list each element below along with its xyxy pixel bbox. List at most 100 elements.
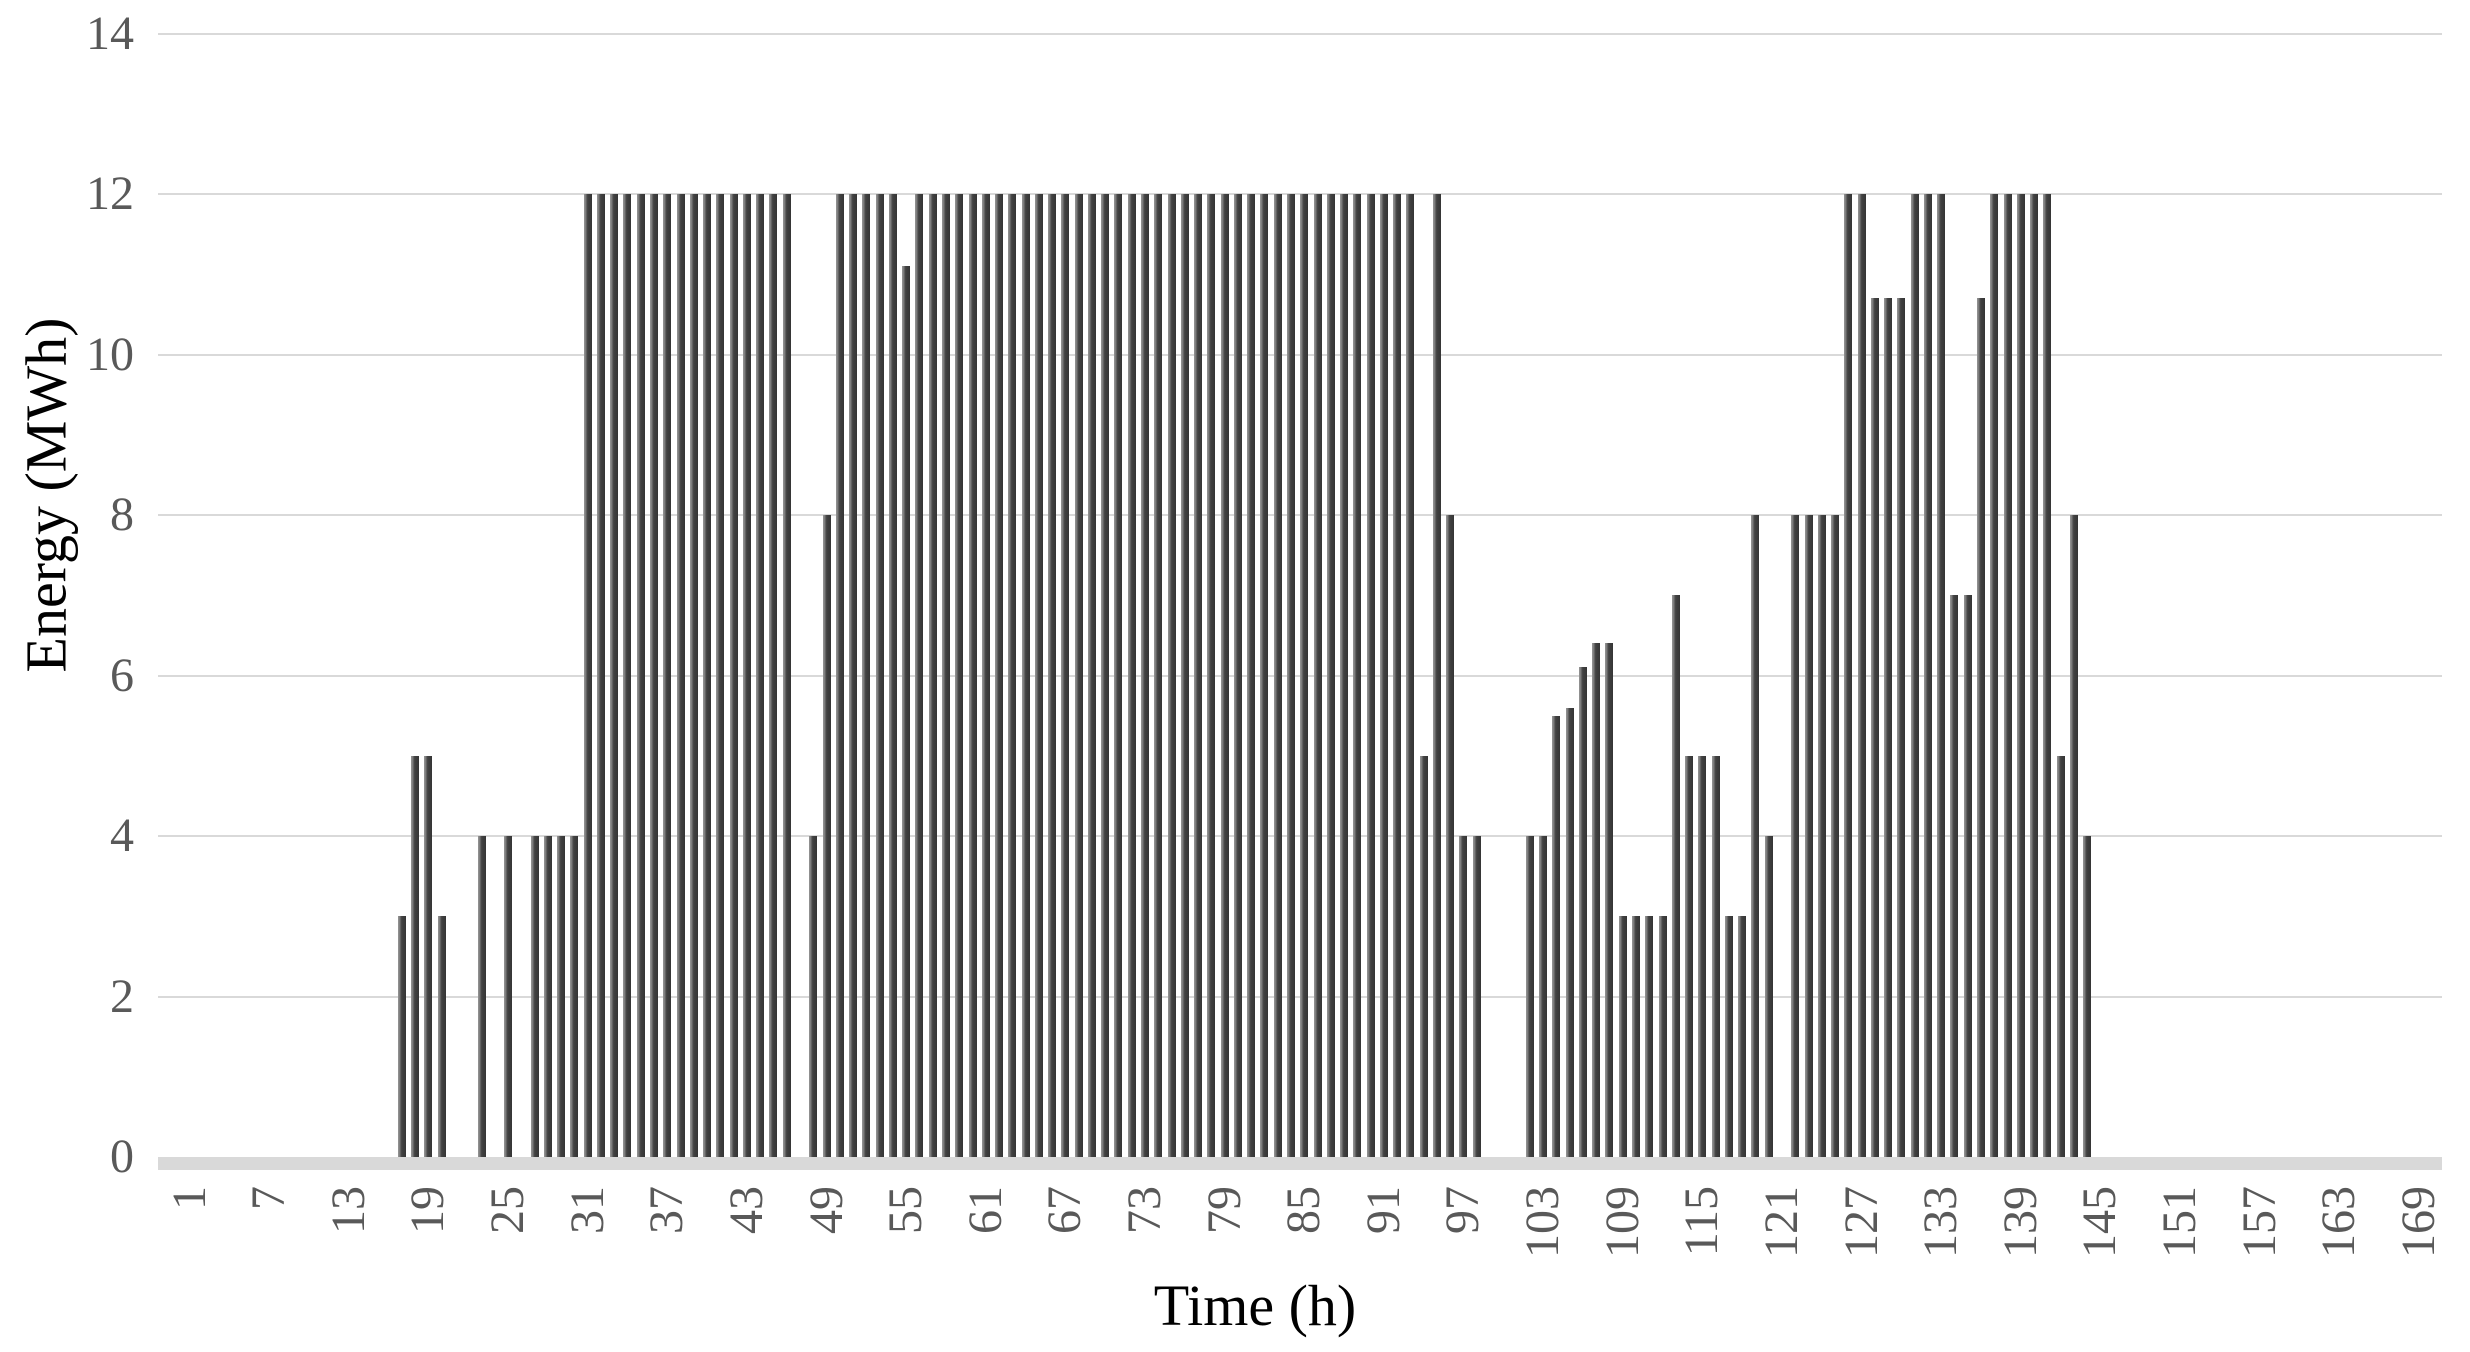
bar-hour-102 [1525,836,1534,1157]
bar-hour-27 [530,836,539,1157]
bar-hour-87 [1326,194,1335,1157]
gridline-y-6 [158,674,2442,677]
bar-hour-68 [1074,194,1083,1157]
bar-hour-131 [1910,194,1919,1157]
bar-hour-56 [915,194,924,1157]
bar-hour-138 [2003,194,2012,1157]
gridline-y-10 [158,353,2442,356]
bar-hour-122 [1791,515,1800,1157]
y-tick-label: 12 [86,167,134,220]
bar-hour-103 [1539,836,1548,1157]
bar-hour-43 [742,194,751,1157]
bar-hour-45 [769,194,778,1157]
bar-hour-19 [424,755,433,1157]
bar-hour-50 [835,194,844,1157]
bar-hour-33 [610,194,619,1157]
bar-hour-66 [1048,194,1057,1157]
bar-hour-61 [981,194,990,1157]
bar-hour-137 [1990,194,1999,1157]
x-axis-title: Time (h) [1153,1273,1357,1338]
x-tick-label: 103 [1516,1186,1570,1258]
bar-hour-52 [862,194,871,1157]
bar-hour-59 [955,194,964,1157]
bar-hour-38 [676,194,685,1157]
bar-hour-125 [1831,515,1840,1157]
bar-hour-111 [1645,916,1654,1157]
bar-hour-28 [543,836,552,1157]
bar-hour-29 [557,836,566,1157]
bar-hour-94 [1419,755,1428,1157]
bar-hour-136 [1977,298,1986,1157]
gridline-y-2 [158,995,2442,998]
bar-hour-70 [1101,194,1110,1157]
x-tick-label: 97 [1436,1186,1490,1234]
x-tick-label: 91 [1356,1186,1410,1234]
bar-hour-140 [2030,194,2039,1157]
bar-hour-83 [1273,194,1282,1157]
bar-hour-110 [1632,916,1640,1157]
bar-hour-79 [1220,194,1229,1157]
bar-hour-117 [1724,916,1733,1157]
bar-hour-82 [1260,194,1269,1157]
x-tick-label: 127 [1834,1186,1888,1258]
x-tick-label: 139 [1993,1186,2047,1258]
bar-hour-134 [1950,595,1959,1157]
x-tick-label: 121 [1754,1186,1808,1258]
x-tick-label: 31 [560,1186,614,1234]
bar-hour-69 [1087,194,1096,1157]
y-tick-label: 10 [86,327,134,381]
bar-hour-118 [1738,916,1747,1157]
bar-hour-105 [1565,707,1574,1157]
bar-hour-60 [968,194,977,1157]
bar-hour-48 [809,836,818,1157]
x-axis-line [158,1157,2442,1170]
bar-hour-36 [650,194,659,1157]
bar-hour-71 [1114,194,1123,1157]
bar-hour-142 [2056,755,2065,1157]
y-tick-label: 2 [110,969,134,1023]
y-tick-label: 6 [110,648,134,702]
bar-hour-128 [1870,298,1879,1157]
x-tick-label: 151 [2153,1186,2207,1258]
x-tick-label: 109 [1595,1186,1649,1258]
bar-hour-107 [1592,643,1601,1157]
bar-hour-57 [928,194,937,1157]
x-tick-label: 85 [1277,1186,1331,1234]
y-tick-label: 8 [110,488,134,541]
x-tick-label: 43 [719,1186,773,1234]
bar-hour-126 [1844,194,1853,1157]
bar-hour-97 [1459,836,1468,1157]
bar-hour-90 [1366,194,1375,1157]
bar-hour-53 [875,194,884,1157]
bar-hour-78 [1207,194,1216,1157]
bar-hour-123 [1804,515,1813,1157]
bar-hour-95 [1432,194,1441,1157]
x-tick-label: 133 [1914,1186,1968,1258]
bar-hour-129 [1884,298,1893,1157]
bar-hour-64 [1021,194,1030,1157]
bar-hour-114 [1685,755,1694,1157]
bar-hour-34 [623,194,632,1157]
bar-hour-135 [1963,595,1972,1157]
bar-hour-77 [1194,194,1203,1157]
bar-hour-104 [1552,715,1561,1157]
bar-hour-67 [1061,194,1070,1157]
bar-hour-144 [2083,836,2092,1157]
bar-hour-112 [1658,916,1667,1157]
x-tick-label: 73 [1118,1186,1171,1234]
x-tick-label: 7 [242,1186,296,1210]
x-tick-label: 49 [799,1186,853,1234]
bar-hour-42 [729,194,738,1157]
y-tick-label: 0 [110,1130,134,1183]
bar-hour-31 [583,194,592,1157]
x-tick-label: 163 [2312,1186,2366,1258]
bar-hour-106 [1578,667,1587,1157]
bar-hour-84 [1286,194,1295,1157]
bar-hour-17 [397,916,406,1157]
bar-hour-133 [1937,194,1946,1157]
bar-hour-49 [822,515,831,1157]
bar-hour-62 [995,194,1004,1157]
x-tick-label: 157 [2232,1186,2286,1258]
y-tick-label: 4 [110,809,134,862]
